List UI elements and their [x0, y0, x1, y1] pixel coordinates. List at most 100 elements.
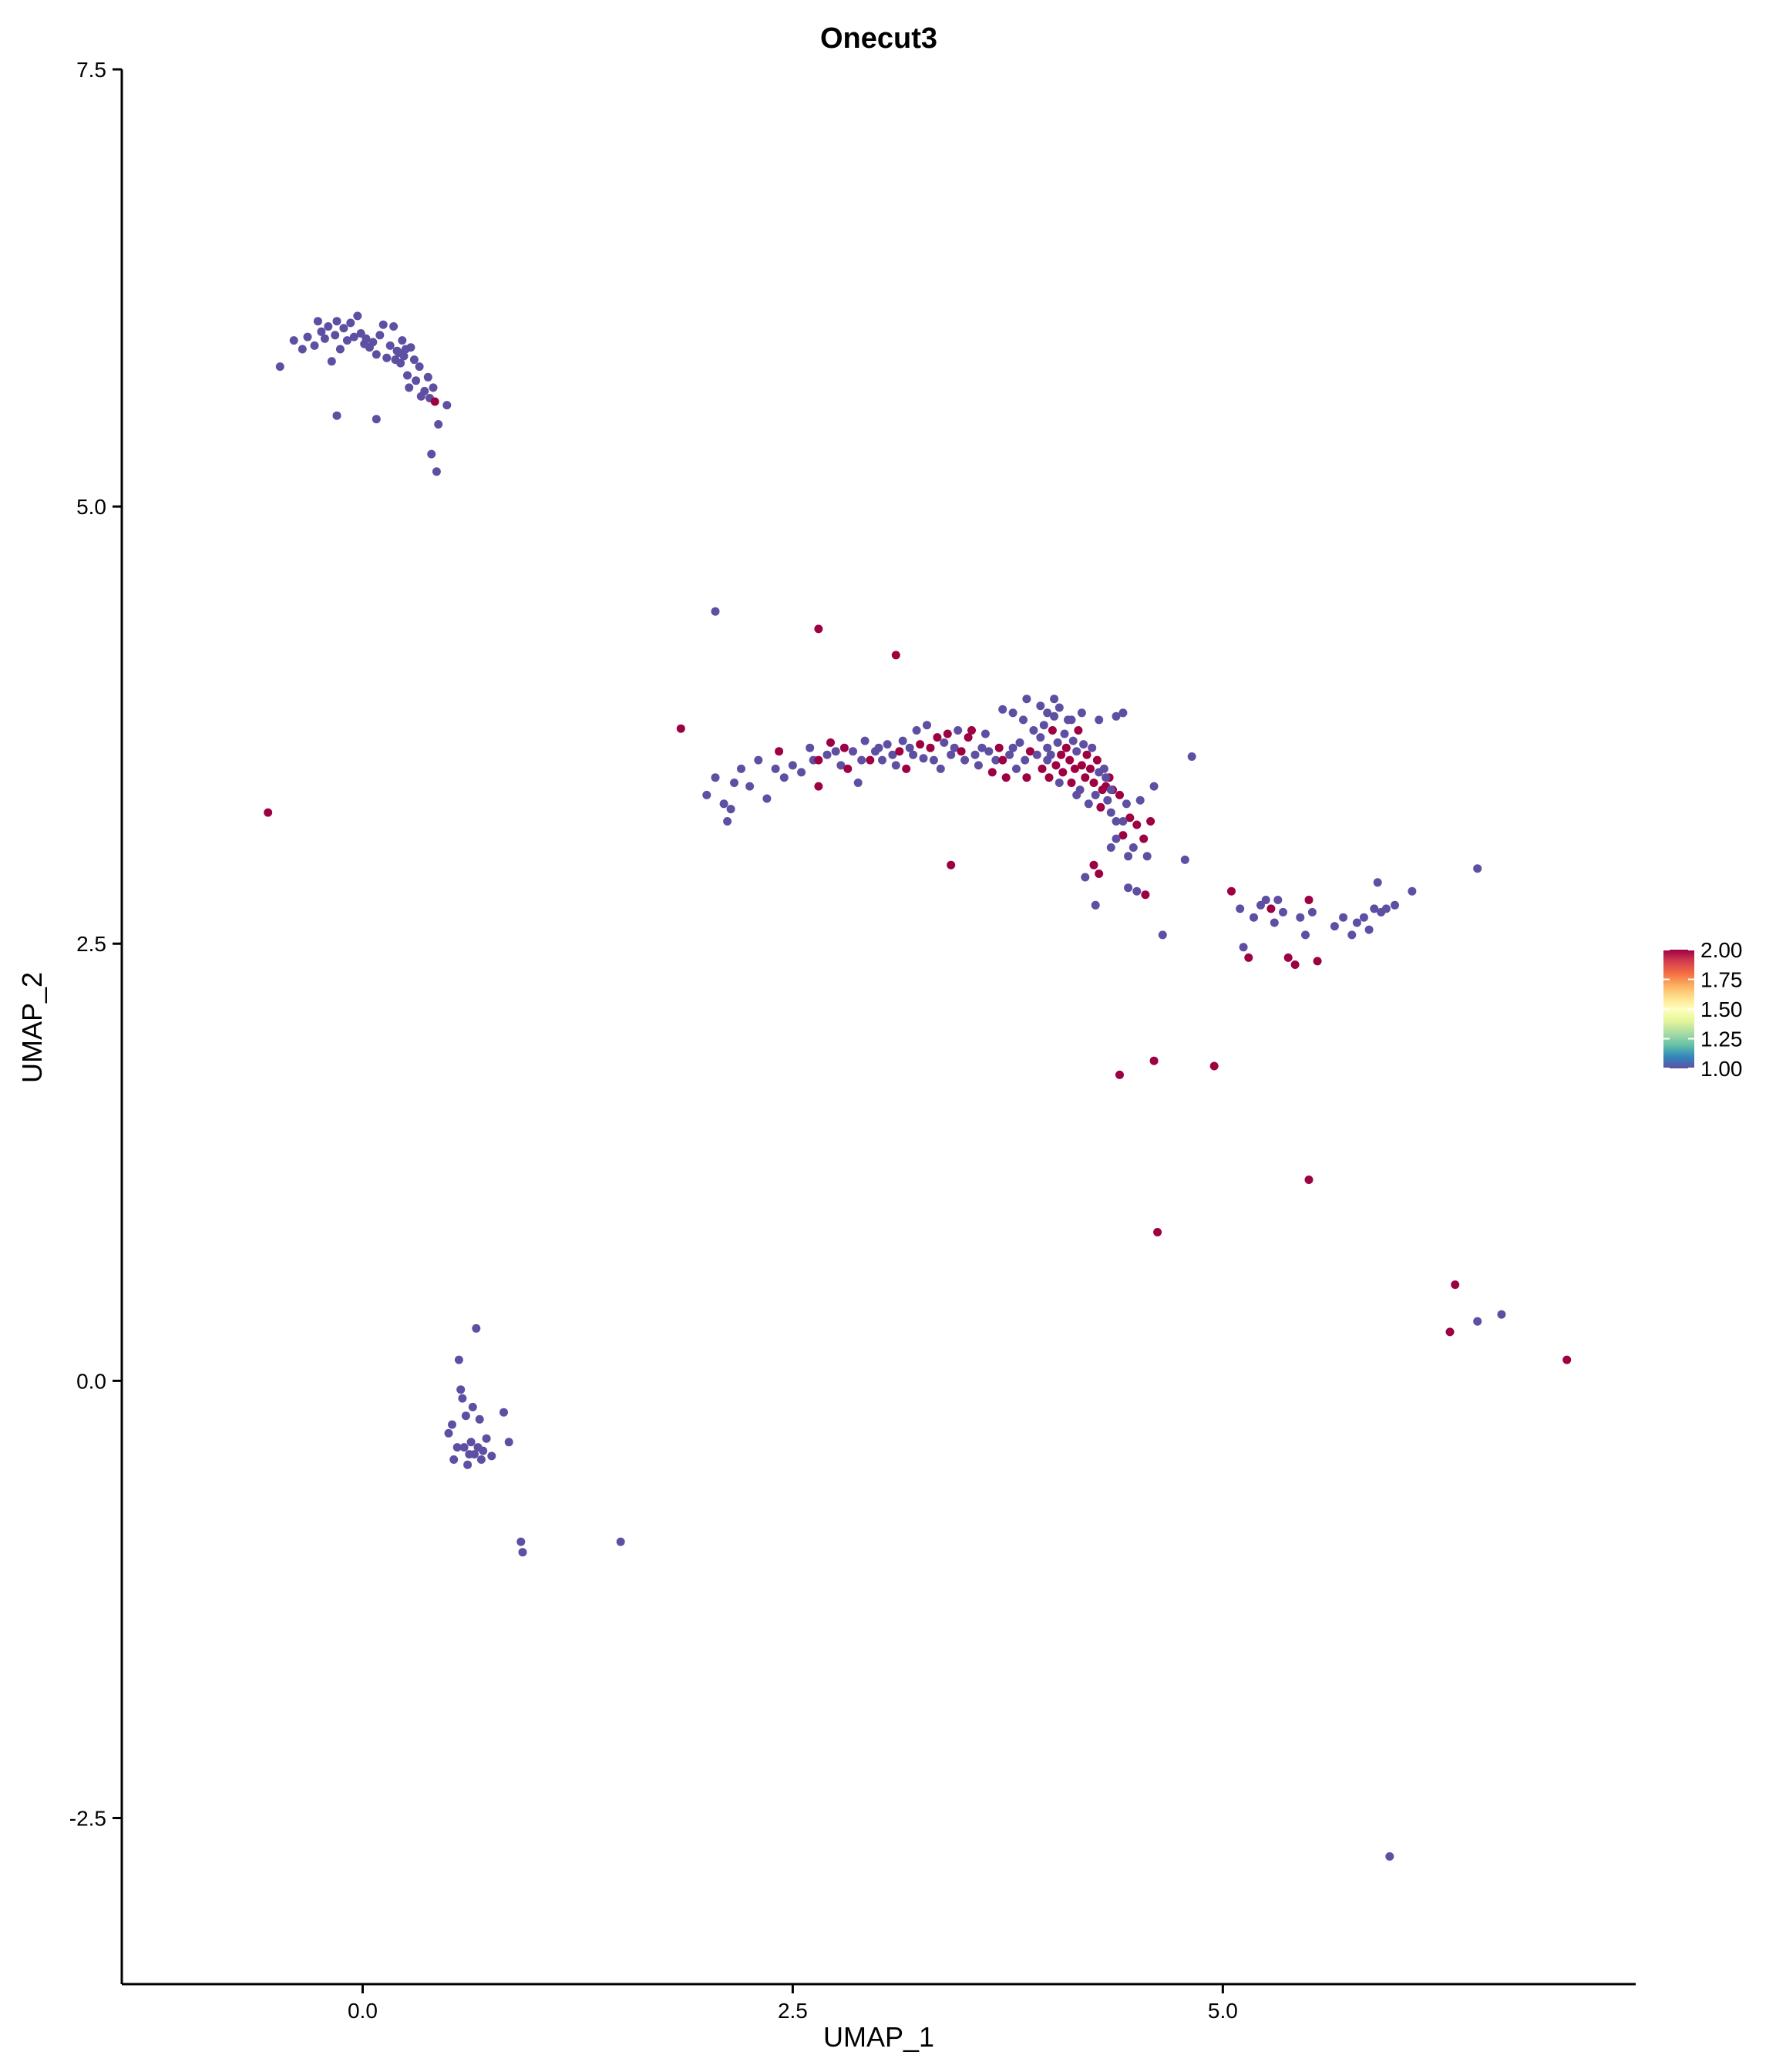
data-point: [1057, 750, 1066, 759]
y-tick-label: 5.0: [76, 495, 106, 519]
data-point: [1381, 904, 1391, 913]
data-point: [518, 1548, 527, 1557]
data-point: [754, 755, 763, 765]
data-point: [1112, 711, 1121, 721]
x-axis-label: UMAP_1: [823, 2021, 934, 2053]
data-point: [372, 415, 381, 424]
data-point: [711, 607, 720, 616]
data-point: [1019, 715, 1028, 725]
data-point: [353, 311, 362, 321]
data-point: [919, 754, 928, 763]
data-point: [466, 1438, 476, 1447]
data-point: [1012, 764, 1021, 773]
colorbar-ticks: 1.00 1.25 1.50 1.75 2.00: [1663, 938, 1743, 1081]
data-point: [320, 334, 329, 343]
data-point: [339, 324, 348, 333]
data-point: [1086, 764, 1095, 773]
data-point: [409, 355, 419, 365]
data-point: [463, 1460, 473, 1469]
data-point: [415, 362, 424, 372]
data-point: [1391, 900, 1399, 910]
data-point: [313, 317, 322, 326]
data-point: [1141, 890, 1150, 900]
data-point: [987, 768, 997, 777]
data-point: [1273, 896, 1283, 904]
x-tick-label: 2.5: [778, 1999, 808, 2023]
data-point: [1092, 755, 1102, 765]
data-point: [470, 1450, 479, 1459]
data-point: [1301, 930, 1310, 940]
data-point: [430, 397, 439, 406]
data-point: [967, 726, 976, 735]
data-point: [957, 747, 966, 756]
data-point: [1081, 873, 1090, 882]
data-point: [902, 764, 911, 773]
data-point: [940, 738, 949, 747]
data-point: [878, 755, 886, 765]
data-point: [1132, 886, 1142, 896]
data-point: [475, 1414, 484, 1424]
data-point: [442, 401, 452, 410]
data-point: [826, 738, 835, 747]
data-point: [378, 320, 388, 329]
data-point: [1095, 870, 1104, 878]
data-point: [1352, 918, 1361, 927]
colorbar-tick-label: 1.50: [1700, 997, 1743, 1021]
data-point: [1005, 750, 1014, 759]
data-point: [403, 371, 412, 380]
data-point: [1043, 743, 1052, 752]
data-point: [1359, 913, 1368, 922]
data-point: [1236, 904, 1245, 913]
data-point: [1118, 708, 1128, 718]
data-point: [991, 755, 1001, 765]
data-point: [449, 1455, 459, 1464]
data-point: [1307, 907, 1317, 917]
data-point: [1445, 1327, 1455, 1337]
data-point: [888, 750, 897, 759]
data-point: [1261, 896, 1270, 904]
data-point: [405, 383, 414, 392]
data-point: [372, 350, 381, 359]
data-point: [1050, 711, 1059, 721]
data-point: [895, 747, 904, 756]
data-point: [1039, 721, 1048, 730]
y-tick-label: 7.5: [76, 58, 106, 82]
data-point: [1029, 726, 1038, 735]
data-point: [814, 624, 823, 634]
data-point: [1096, 802, 1105, 812]
data-point: [432, 467, 441, 476]
data-point: [916, 740, 925, 749]
data-point: [1112, 834, 1121, 843]
data-point: [676, 724, 685, 733]
data-point: [1065, 755, 1075, 765]
color-legend: 1.00 1.25 1.50 1.75 2.00: [1663, 938, 1743, 1081]
data-point: [1373, 878, 1382, 887]
data-point: [947, 750, 956, 759]
data-point: [332, 317, 341, 326]
y-tick-label: 0.0: [76, 1369, 106, 1393]
data-point: [1099, 764, 1108, 773]
data-point: [412, 376, 421, 385]
x-tick-label: 5.0: [1208, 1999, 1238, 2023]
data-point: [839, 743, 849, 752]
y-axis-label: UMAP_2: [16, 972, 48, 1083]
data-point: [719, 799, 728, 809]
data-point: [831, 747, 840, 756]
data-point: [936, 764, 945, 773]
data-point: [1068, 736, 1078, 745]
data-point: [1283, 953, 1293, 962]
data-point: [1125, 813, 1135, 822]
data-point: [984, 747, 994, 756]
data-point: [1296, 913, 1305, 922]
data-point: [310, 341, 319, 350]
data-point: [1115, 1070, 1124, 1079]
data-point: [398, 336, 407, 345]
data-point: [461, 1411, 470, 1421]
data-point: [1112, 817, 1121, 826]
data-point: [1118, 817, 1128, 826]
data-point: [762, 794, 772, 803]
data-point: [389, 322, 399, 331]
data-point: [860, 736, 870, 745]
data-point: [1077, 708, 1086, 718]
data-point: [1124, 883, 1133, 893]
